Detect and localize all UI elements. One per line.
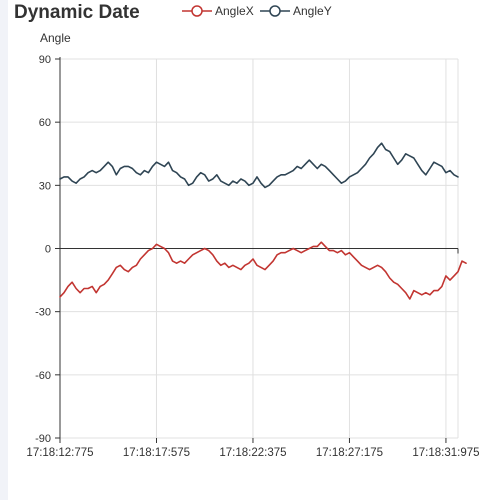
legend-item-anglex[interactable]: AngleX (182, 2, 256, 20)
y-tick-label: -60 (35, 370, 51, 382)
legend-label-angley: AngleY (293, 4, 332, 18)
legend-marker-angley-icon (260, 5, 290, 17)
x-tick-label: 17:18:17:575 (123, 447, 190, 459)
x-tick-label: 17:18:27:175 (316, 447, 383, 459)
x-tick-label: 17:18:31:975 (412, 447, 479, 459)
chart-title: Dynamic Date (14, 2, 140, 23)
y-tick-label: 60 (39, 117, 51, 129)
y-axis-title: Angle (40, 31, 71, 45)
y-tick-label: -90 (35, 433, 51, 445)
series-line-angley (59, 142, 459, 189)
x-tick-label: 17:18:22:375 (219, 447, 286, 459)
y-tick-label: 0 (45, 244, 51, 256)
y-tick-label: -30 (35, 307, 51, 319)
legend-marker-anglex-icon (182, 5, 212, 17)
left-panel-strip (0, 0, 8, 500)
y-tick-label: 90 (39, 54, 51, 66)
legend-item-angley[interactable]: AngleY (260, 2, 334, 20)
y-tick-label: 30 (39, 180, 51, 192)
x-tick-label: 17:18:12:775 (26, 447, 93, 459)
legend-label-anglex: AngleX (215, 4, 254, 18)
series-line-anglex (59, 241, 467, 300)
